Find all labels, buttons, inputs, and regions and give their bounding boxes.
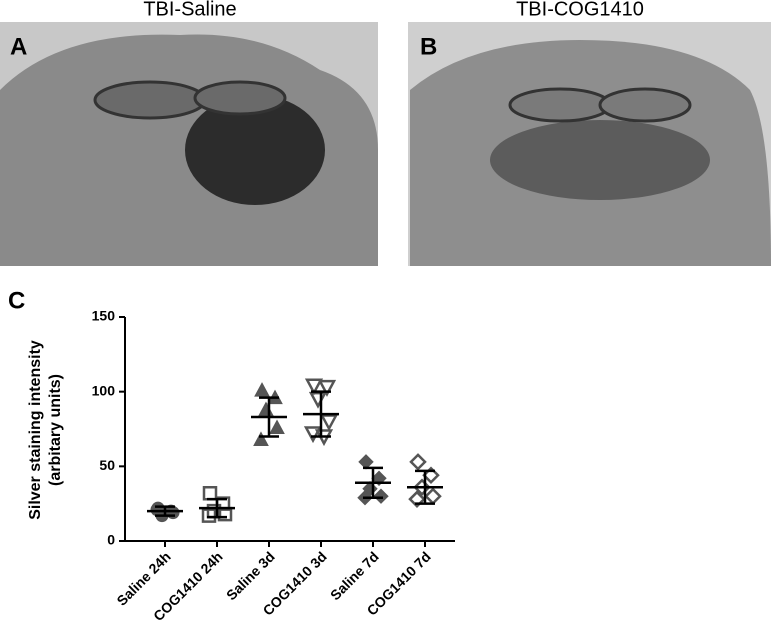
data-point — [373, 488, 389, 504]
data-point — [308, 391, 328, 409]
data-point — [253, 431, 269, 446]
data-point — [317, 379, 337, 397]
data-point — [258, 401, 274, 417]
data-point — [409, 453, 427, 471]
data-point — [254, 382, 270, 397]
x-tick-label: Saline 3d — [223, 548, 278, 603]
data-point — [303, 426, 323, 444]
data-point — [202, 485, 218, 501]
panel-letter: C — [8, 287, 25, 314]
panel-title: TBI-Saline — [143, 0, 236, 20]
panel-letter: A — [10, 33, 27, 60]
data-point — [319, 414, 339, 432]
y-axis-label: (arbitary units) — [47, 374, 64, 486]
y-axis-label: Silver staining intensity — [27, 340, 44, 520]
panel-letter: B — [420, 33, 437, 60]
y-tick-label: 150 — [92, 308, 116, 324]
data-point — [408, 490, 426, 508]
y-tick-label: 50 — [99, 457, 115, 473]
data-point — [413, 478, 431, 497]
panel-a-image — [0, 22, 378, 266]
y-tick-label: 100 — [92, 382, 116, 398]
data-point — [269, 419, 285, 435]
y-tick-label: 0 — [107, 532, 115, 548]
data-point — [201, 508, 217, 523]
data-point — [424, 487, 442, 505]
panel-title: TBI-COG1410 — [516, 0, 644, 20]
data-point — [304, 378, 324, 396]
data-point — [422, 466, 440, 485]
panel-b-image — [408, 22, 771, 266]
x-tick-label: Saline 7d — [327, 548, 382, 603]
